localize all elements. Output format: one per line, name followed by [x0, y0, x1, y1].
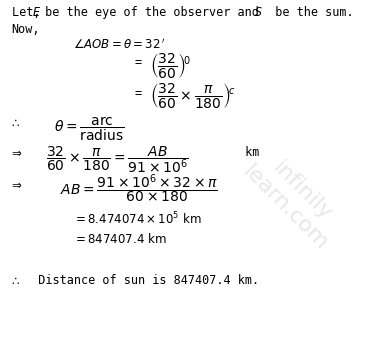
- Text: Let,: Let,: [11, 6, 47, 19]
- Text: infinily
learn.com: infinily learn.com: [239, 145, 348, 254]
- Text: km: km: [238, 146, 259, 159]
- Text: $\therefore$: $\therefore$: [9, 274, 20, 287]
- Text: be the eye of the observer and: be the eye of the observer and: [38, 6, 266, 19]
- Text: $AB = \dfrac{91 \times 10^6 \times 32 \times \pi}{60 \times 180}$: $AB = \dfrac{91 \times 10^6 \times 32 \t…: [60, 172, 218, 205]
- Text: S: S: [255, 6, 262, 19]
- Text: $\theta = \dfrac{\mathrm{arc}}{\mathrm{radius}}$: $\theta = \dfrac{\mathrm{arc}}{\mathrm{r…: [54, 115, 124, 143]
- Text: $\left(\dfrac{32}{60}\right)^{\!0}$: $\left(\dfrac{32}{60}\right)^{\!0}$: [149, 50, 190, 80]
- Text: $= 847407.4\ \mathrm{km}$: $= 847407.4\ \mathrm{km}$: [73, 231, 166, 246]
- Text: E: E: [33, 6, 40, 19]
- Text: $\angle AOB = \theta = 32\,'$: $\angle AOB = \theta = 32\,'$: [73, 37, 166, 52]
- Text: $\left(\dfrac{32}{60} \times \dfrac{\pi}{180}\right)^{\!c}$: $\left(\dfrac{32}{60} \times \dfrac{\pi}…: [149, 81, 236, 110]
- Text: $\Rightarrow$: $\Rightarrow$: [9, 178, 22, 191]
- Text: Distance of sun is 847407.4 km.: Distance of sun is 847407.4 km.: [24, 274, 259, 287]
- Text: $\dfrac{32}{60} \times \dfrac{\pi}{180} = \dfrac{AB}{91 \times 10^6}$: $\dfrac{32}{60} \times \dfrac{\pi}{180} …: [46, 144, 189, 175]
- Text: $\Rightarrow$: $\Rightarrow$: [9, 146, 22, 159]
- Text: be the sum.: be the sum.: [261, 6, 354, 19]
- Text: =: =: [135, 57, 142, 69]
- Text: =: =: [135, 87, 142, 100]
- Text: $\therefore$: $\therefore$: [9, 116, 20, 129]
- Text: Now,: Now,: [11, 23, 40, 36]
- Text: $= 8.474074 \times 10^5\ \mathrm{km}$: $= 8.474074 \times 10^5\ \mathrm{km}$: [73, 210, 201, 227]
